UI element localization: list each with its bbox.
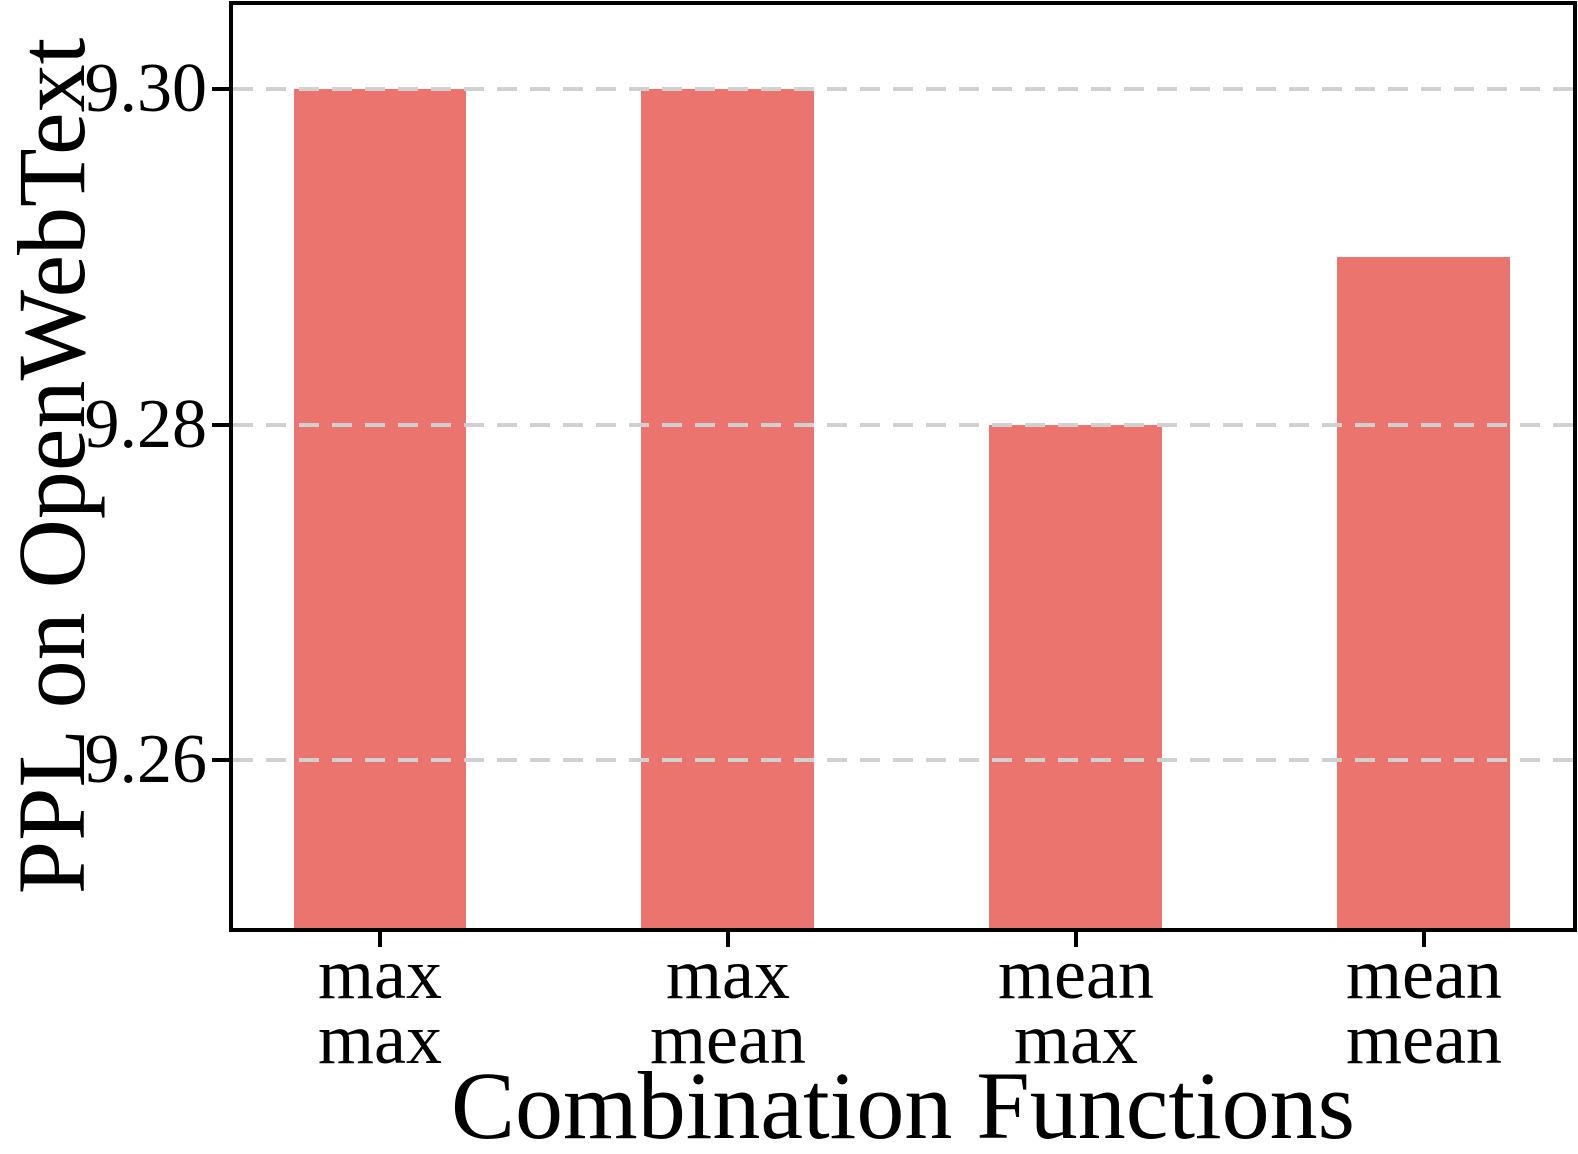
x-tick-label-line: max: [1014, 999, 1138, 1079]
gridline-9.28: [233, 422, 1573, 427]
x-tick-label-line: max: [666, 934, 790, 1014]
x-tick-label-line: mean: [1346, 934, 1502, 1014]
x-tick-label-max-mean: max mean: [518, 934, 938, 1079]
x-tick-label-mean-max: mean max: [866, 934, 1286, 1079]
plot-area: [233, 5, 1573, 928]
bar-max-max: [293, 88, 467, 928]
y-tick-label: 9.26: [84, 721, 208, 799]
x-tick-label-max-max: max max: [170, 934, 590, 1079]
x-axis-label: Combination Functions: [450, 1052, 1356, 1154]
y-tick-mark: [212, 422, 229, 427]
x-tick-label-line: mean: [998, 934, 1154, 1014]
gridline-9.26: [233, 758, 1573, 763]
x-tick-label-line: mean: [650, 999, 806, 1079]
bar-mean-max: [989, 424, 1163, 928]
x-tick-mark: [1073, 932, 1078, 947]
y-tick-mark: [212, 758, 229, 763]
gridline-9.30: [233, 86, 1573, 91]
x-tick-label-mean-mean: mean mean: [1214, 934, 1578, 1079]
x-tick-mark: [1421, 932, 1426, 947]
x-tick-label-line: max: [318, 999, 442, 1079]
y-tick-mark: [212, 86, 229, 91]
x-tick-mark: [725, 932, 730, 947]
y-tick-label: 9.30: [84, 49, 208, 127]
y-tick-label: 9.28: [84, 385, 208, 463]
x-tick-label-line: mean: [1346, 999, 1502, 1079]
bar-mean-mean: [1337, 256, 1511, 928]
bar-max-mean: [641, 88, 815, 928]
x-tick-label-line: max: [318, 934, 442, 1014]
x-tick-mark: [377, 932, 382, 947]
